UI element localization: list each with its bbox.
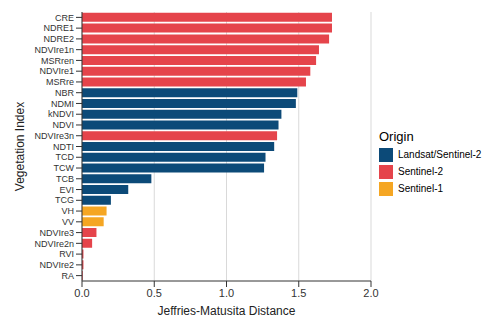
svg-text:NDTI: NDTI [53,142,74,152]
svg-text:NDRE1: NDRE1 [43,23,74,33]
html-text:Sentinel-1: Sentinel-1 [398,183,443,194]
svg-text:VV: VV [62,217,74,227]
svg-text:NDVI: NDVI [52,120,74,130]
svg-text:RA: RA [61,271,74,281]
svg-text:TCG: TCG [55,195,74,205]
svg-text:MSRre: MSRre [46,77,74,87]
svg-text:NDRE2: NDRE2 [43,34,74,44]
svg-text:Jeffries-Matusita Distance: Jeffries-Matusita Distance [158,304,296,318]
svg-text:RVI: RVI [59,249,74,259]
svg-text:0.5: 0.5 [147,287,162,299]
svg-text:0.0: 0.0 [74,287,89,299]
svg-text:kNDVI: kNDVI [48,109,74,119]
svg-text:NDVIre2n: NDVIre2n [34,239,74,249]
html-text:Sentinel-2: Sentinel-2 [398,166,443,177]
svg-text:NDVIre3: NDVIre3 [39,228,74,238]
svg-text:NDVIre3n: NDVIre3n [34,131,74,141]
html-text:Origin: Origin [379,128,414,144]
svg-text:NDMI: NDMI [51,99,74,109]
svg-text:TCD: TCD [56,152,75,162]
svg-text:TCB: TCB [56,174,74,184]
svg-text:2.0: 2.0 [363,287,378,299]
svg-text:1.0: 1.0 [219,287,234,299]
svg-text:CRE: CRE [55,13,74,23]
svg-text:Vegetation Index: Vegetation Index [13,102,27,191]
svg-text:NDVIre2: NDVIre2 [39,260,74,270]
svg-text:NBR: NBR [55,88,75,98]
svg-text:1.5: 1.5 [291,287,306,299]
svg-text:MSRren: MSRren [41,56,74,66]
svg-text:EVI: EVI [59,185,74,195]
html-text:Landsat/Sentinel-2: Landsat/Sentinel-2 [398,149,482,160]
svg-text:NDVIre1n: NDVIre1n [34,45,74,55]
svg-text:TCW: TCW [54,163,75,173]
svg-text:VH: VH [61,206,74,216]
svg-text:NDVIre1: NDVIre1 [39,66,74,76]
